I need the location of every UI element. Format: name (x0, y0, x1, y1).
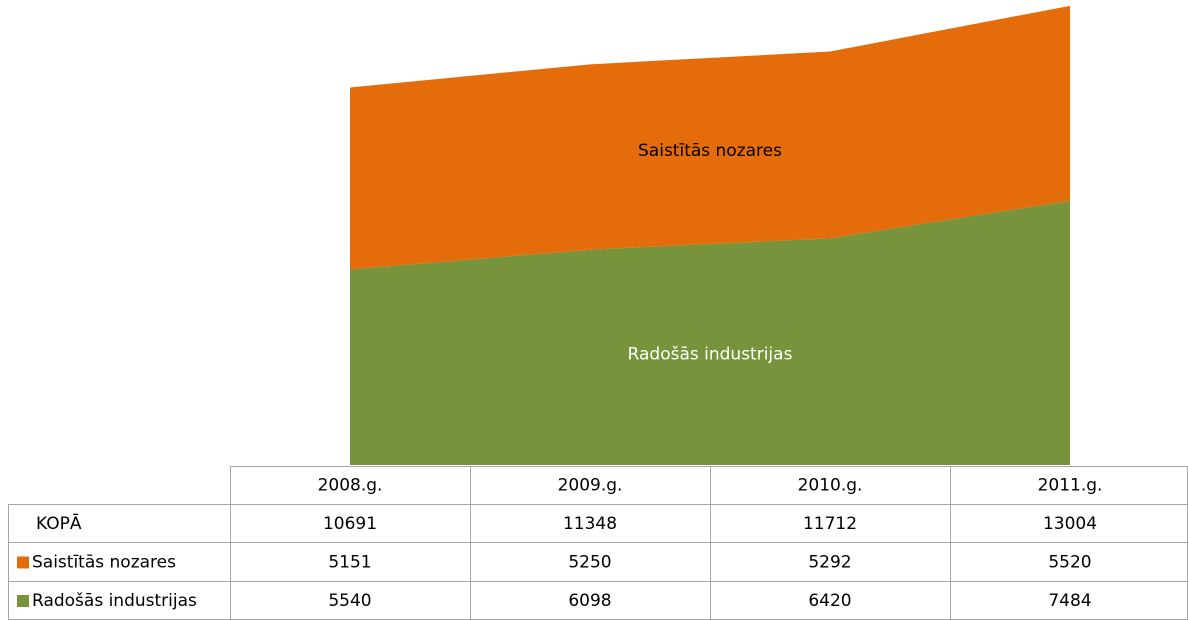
cell: 5292 (808, 553, 851, 573)
cell: 11348 (563, 514, 617, 534)
cell: 6420 (808, 591, 851, 611)
cell: 6098 (568, 591, 611, 611)
column-header: 2008.g. (318, 476, 383, 496)
cell: 5540 (328, 591, 371, 611)
cell: 10691 (323, 514, 377, 534)
cell: 5520 (1048, 553, 1091, 573)
column-header: 2011.g. (1038, 476, 1103, 496)
cell: 7484 (1048, 591, 1091, 611)
row-label: Saistītās nozares (32, 553, 176, 573)
cell: 5151 (328, 553, 371, 573)
area (350, 200, 1070, 465)
legend-swatch (17, 595, 29, 607)
column-header: 2010.g. (798, 476, 863, 496)
area-label: Radošās industrijas (628, 345, 793, 365)
row-label: Radošās industrijas (32, 591, 197, 611)
row-label: KOPĀ (36, 512, 82, 534)
area (350, 5, 1070, 270)
cell: 5250 (568, 553, 611, 573)
column-header: 2009.g. (558, 476, 623, 496)
area-label: Saistītās nozares (638, 141, 782, 161)
cell: 13004 (1043, 514, 1097, 534)
legend-swatch (17, 556, 29, 569)
cell: 11712 (803, 514, 857, 534)
